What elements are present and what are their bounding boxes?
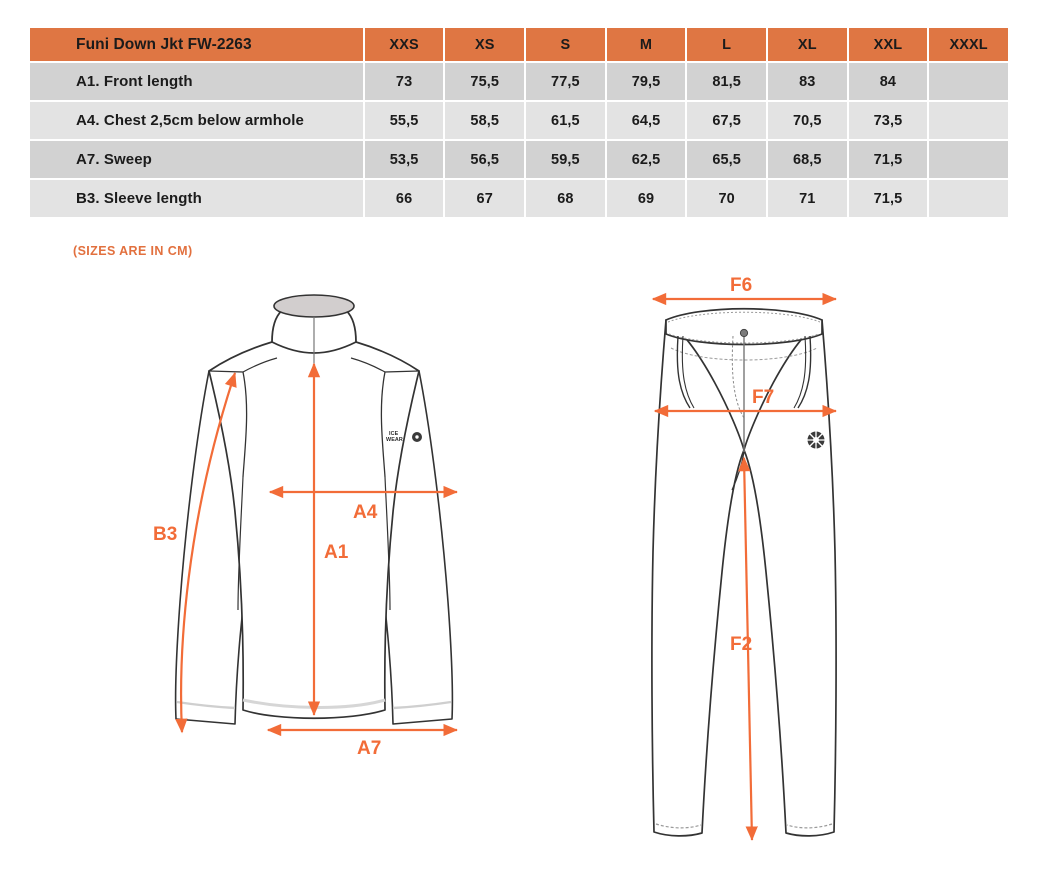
pants-drawing: F6 F7 F2: [651, 275, 837, 841]
table-row: A7. Sweep 53,5 56,5 59,5 62,5 65,5 68,5 …: [30, 141, 1008, 178]
size-chart-table: Funi Down Jkt FW-2263 XXS XS S M L XL XX…: [28, 26, 1010, 219]
label-f6: F6: [730, 275, 752, 296]
logo-emblem-center: [415, 435, 419, 439]
measurement-value: [929, 102, 1008, 139]
label-b3: B3: [153, 524, 177, 545]
snowflake-emblem-icon: [806, 430, 826, 450]
measurement-value: 67: [445, 180, 525, 217]
measurement-value: 59,5: [526, 141, 605, 178]
size-header-xxxl: XXXL: [929, 28, 1008, 61]
units-note: (SIZES ARE IN CM): [73, 244, 193, 258]
measurement-value: 79,5: [606, 63, 686, 100]
measurement-value: 61,5: [526, 102, 605, 139]
measurement-value: 56,5: [445, 141, 525, 178]
table-body: A1. Front length 73 75,5 77,5 79,5 81,5 …: [30, 63, 1008, 217]
jacket-shoulder-panel-right: [380, 370, 420, 478]
jacket-armhole-seam-left: [237, 476, 244, 611]
pants-right-pocket-inner: [793, 335, 807, 409]
measurement-value: [929, 141, 1008, 178]
label-f7: F7: [752, 387, 774, 408]
measurement-value: 73: [364, 63, 444, 100]
measurement-value: 66: [364, 180, 444, 217]
measurement-value: 75,5: [445, 63, 525, 100]
measurement-value: 53,5: [364, 141, 444, 178]
logo-text-line1: ICE: [389, 431, 399, 437]
jacket-yoke-seam-right: [350, 357, 386, 373]
measurement-value: 83: [767, 63, 847, 100]
pants-right-pocket: [797, 335, 812, 409]
product-title-cell: Funi Down Jkt FW-2263: [30, 28, 363, 61]
label-a4: A4: [353, 502, 378, 523]
table-row: A1. Front length 73 75,5 77,5 79,5 81,5 …: [30, 63, 1008, 100]
table-header-row: Funi Down Jkt FW-2263 XXS XS S M L XL XX…: [30, 28, 1008, 61]
pants-waistband-top-stitch: [667, 311, 821, 323]
pants-left-pocket-inner: [681, 335, 695, 409]
arrow-b3: [175, 372, 237, 734]
measurement-value: 62,5: [606, 141, 686, 178]
ice-wear-logo: ICE WEAR: [386, 431, 422, 443]
measurement-label: B3. Sleeve length: [30, 180, 363, 217]
measurement-value: 68: [526, 180, 605, 217]
jacket-shoulder-panel-left: [208, 370, 248, 478]
measurement-value: [929, 180, 1008, 217]
measurement-value: 71,5: [848, 180, 928, 217]
label-a1: A1: [324, 542, 349, 563]
size-header-xxs: XXS: [364, 28, 444, 61]
size-header-xxl: XXL: [848, 28, 928, 61]
measurement-value: 71,5: [848, 141, 928, 178]
measurement-value: 81,5: [687, 63, 766, 100]
size-header-l: L: [687, 28, 766, 61]
size-chart-table-container: Funi Down Jkt FW-2263 XXS XS S M L XL XX…: [28, 26, 1010, 219]
pants-left-pocket: [676, 335, 691, 409]
measurement-value: 70,5: [767, 102, 847, 139]
jacket-right-cuff: [392, 700, 452, 710]
measurement-value: 68,5: [767, 141, 847, 178]
jacket-yoke-seam-left: [242, 357, 278, 373]
measurement-value: 69: [606, 180, 686, 217]
pants-left-hem-stitch: [655, 823, 702, 829]
pants-left-leg: [651, 319, 745, 837]
measurement-label: A1. Front length: [30, 63, 363, 100]
technical-drawings: ICE WEAR A1 A4 A7 B3: [0, 272, 1038, 893]
label-f2: F2: [730, 634, 752, 655]
size-header-xs: XS: [445, 28, 525, 61]
pants-right-hem-stitch: [786, 823, 833, 829]
jacket-drawing: ICE WEAR A1 A4 A7 B3: [153, 294, 458, 759]
measurement-value: 84: [848, 63, 928, 100]
table-row: B3. Sleeve length 66 67 68 69 70 71 71,5: [30, 180, 1008, 217]
arrow-f2: [738, 456, 758, 841]
size-header-m: M: [606, 28, 686, 61]
table-header: Funi Down Jkt FW-2263 XXS XS S M L XL XX…: [30, 28, 1008, 61]
pants-button-icon: [739, 328, 749, 338]
measurement-value: 55,5: [364, 102, 444, 139]
size-header-s: S: [526, 28, 605, 61]
table-row: A4. Chest 2,5cm below armhole 55,5 58,5 …: [30, 102, 1008, 139]
logo-text-line2: WEAR: [386, 437, 403, 443]
pants-yoke-stitch: [670, 347, 818, 361]
measurement-label: A4. Chest 2,5cm below armhole: [30, 102, 363, 139]
pants-waistband: [665, 307, 823, 346]
jacket-collar-opening: [273, 294, 355, 318]
measurement-value: 73,5: [848, 102, 928, 139]
measurement-value: 71: [767, 180, 847, 217]
measurement-value: 70: [687, 180, 766, 217]
measurement-label: A7. Sweep: [30, 141, 363, 178]
size-header-xl: XL: [767, 28, 847, 61]
measurement-value: 58,5: [445, 102, 525, 139]
measurement-value: 67,5: [687, 102, 766, 139]
measurement-value: 65,5: [687, 141, 766, 178]
measurement-value: [929, 63, 1008, 100]
label-a7: A7: [357, 738, 381, 759]
measurement-value: 64,5: [606, 102, 686, 139]
measurement-value: 77,5: [526, 63, 605, 100]
pants-fly-stitch: [731, 335, 745, 419]
